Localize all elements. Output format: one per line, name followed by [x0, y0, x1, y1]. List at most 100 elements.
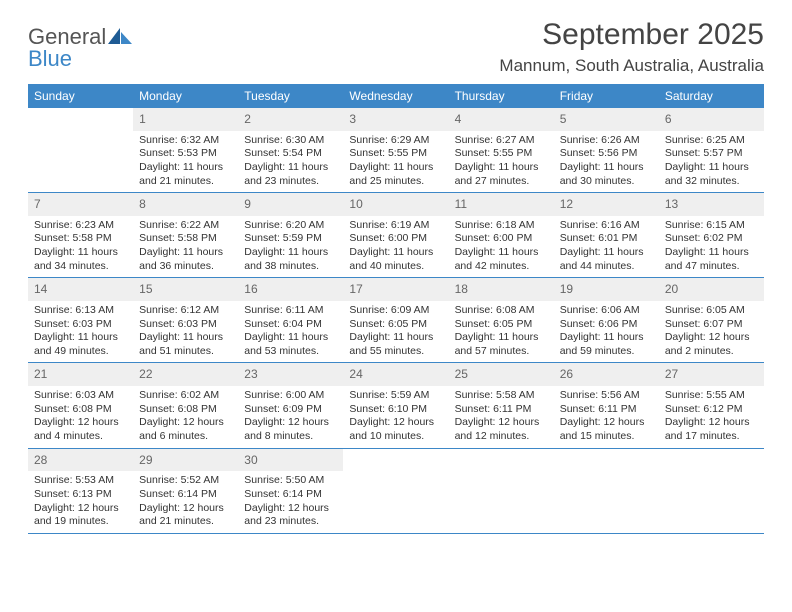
weekday-header-row: SundayMondayTuesdayWednesdayThursdayFrid…: [28, 84, 764, 108]
day-body: Sunrise: 6:16 AMSunset: 6:01 PMDaylight:…: [554, 219, 659, 274]
header: General Blue September 2025 Mannum, Sout…: [28, 18, 764, 76]
day-number: 3: [343, 108, 448, 131]
daylight-text: Daylight: 11 hours and 57 minutes.: [455, 331, 548, 358]
daylight-text: Daylight: 11 hours and 40 minutes.: [349, 246, 442, 273]
day-body: Sunrise: 6:02 AMSunset: 6:08 PMDaylight:…: [133, 389, 238, 444]
day-number: 13: [659, 193, 764, 216]
day-cell: 2Sunrise: 6:30 AMSunset: 5:54 PMDaylight…: [238, 108, 343, 192]
weekday-header: Wednesday: [343, 84, 448, 108]
day-cell: 22Sunrise: 6:02 AMSunset: 6:08 PMDayligh…: [133, 363, 238, 447]
day-number: 12: [554, 193, 659, 216]
day-cell: 25Sunrise: 5:58 AMSunset: 6:11 PMDayligh…: [449, 363, 554, 447]
daylight-text: Daylight: 11 hours and 25 minutes.: [349, 161, 442, 188]
location-subtitle: Mannum, South Australia, Australia: [499, 56, 764, 76]
day-body: Sunrise: 6:23 AMSunset: 5:58 PMDaylight:…: [28, 219, 133, 274]
daylight-text: Daylight: 12 hours and 17 minutes.: [665, 416, 758, 443]
sunrise-text: Sunrise: 5:59 AM: [349, 389, 442, 403]
day-body: Sunrise: 6:12 AMSunset: 6:03 PMDaylight:…: [133, 304, 238, 359]
logo-word-blue: Blue: [28, 46, 72, 71]
day-number: 5: [554, 108, 659, 131]
month-title: September 2025: [499, 18, 764, 52]
day-body: Sunrise: 5:55 AMSunset: 6:12 PMDaylight:…: [659, 389, 764, 444]
title-block: September 2025 Mannum, South Australia, …: [499, 18, 764, 76]
sunset-text: Sunset: 6:07 PM: [665, 318, 758, 332]
day-body: Sunrise: 6:13 AMSunset: 6:03 PMDaylight:…: [28, 304, 133, 359]
day-body: Sunrise: 6:32 AMSunset: 5:53 PMDaylight:…: [133, 134, 238, 189]
sunrise-text: Sunrise: 6:15 AM: [665, 219, 758, 233]
sunrise-text: Sunrise: 6:18 AM: [455, 219, 548, 233]
logo: General Blue: [28, 18, 132, 70]
day-body: Sunrise: 6:09 AMSunset: 6:05 PMDaylight:…: [343, 304, 448, 359]
sunrise-text: Sunrise: 6:11 AM: [244, 304, 337, 318]
sunset-text: Sunset: 6:11 PM: [560, 403, 653, 417]
day-number: 14: [28, 278, 133, 301]
daylight-text: Daylight: 11 hours and 36 minutes.: [139, 246, 232, 273]
day-cell: 9Sunrise: 6:20 AMSunset: 5:59 PMDaylight…: [238, 193, 343, 277]
day-cell: 24Sunrise: 5:59 AMSunset: 6:10 PMDayligh…: [343, 363, 448, 447]
logo-sail-icon: [108, 26, 132, 48]
day-body: Sunrise: 6:15 AMSunset: 6:02 PMDaylight:…: [659, 219, 764, 274]
sunrise-text: Sunrise: 6:27 AM: [455, 134, 548, 148]
calendar-page: General Blue September 2025 Mannum, Sout…: [0, 0, 792, 612]
daylight-text: Daylight: 11 hours and 55 minutes.: [349, 331, 442, 358]
day-number: 19: [554, 278, 659, 301]
sunset-text: Sunset: 6:05 PM: [455, 318, 548, 332]
weekday-header: Sunday: [28, 84, 133, 108]
day-cell: 20Sunrise: 6:05 AMSunset: 6:07 PMDayligh…: [659, 278, 764, 362]
daylight-text: Daylight: 11 hours and 30 minutes.: [560, 161, 653, 188]
day-number: 15: [133, 278, 238, 301]
day-body: Sunrise: 5:53 AMSunset: 6:13 PMDaylight:…: [28, 474, 133, 529]
day-body: Sunrise: 6:05 AMSunset: 6:07 PMDaylight:…: [659, 304, 764, 359]
day-cell: 30Sunrise: 5:50 AMSunset: 6:14 PMDayligh…: [238, 449, 343, 533]
day-cell: 14 Sunrise: 6:13 AMSunset: 6:03 PMDayligh…: [28, 278, 133, 362]
sunset-text: Sunset: 6:05 PM: [349, 318, 442, 332]
daylight-text: Daylight: 12 hours and 4 minutes.: [34, 416, 127, 443]
sunrise-text: Sunrise: 6:08 AM: [455, 304, 548, 318]
sunrise-text: Sunrise: 5:55 AM: [665, 389, 758, 403]
empty-day-cell: [343, 449, 448, 533]
daylight-text: Daylight: 11 hours and 27 minutes.: [455, 161, 548, 188]
day-cell: 10Sunrise: 6:19 AMSunset: 6:00 PMDayligh…: [343, 193, 448, 277]
sunrise-text: Sunrise: 6:20 AM: [244, 219, 337, 233]
day-number: 7: [28, 193, 133, 216]
daylight-text: Daylight: 11 hours and 38 minutes.: [244, 246, 337, 273]
daylight-text: Daylight: 11 hours and 32 minutes.: [665, 161, 758, 188]
sunset-text: Sunset: 6:08 PM: [139, 403, 232, 417]
sunset-text: Sunset: 6:12 PM: [665, 403, 758, 417]
day-body: Sunrise: 6:25 AMSunset: 5:57 PMDaylight:…: [659, 134, 764, 189]
sunset-text: Sunset: 6:09 PM: [244, 403, 337, 417]
day-number: 8: [133, 193, 238, 216]
sunset-text: Sunset: 6:01 PM: [560, 232, 653, 246]
daylight-text: Daylight: 12 hours and 12 minutes.: [455, 416, 548, 443]
day-number: 1: [133, 108, 238, 131]
day-number: 30: [238, 449, 343, 472]
day-number: 4: [449, 108, 554, 131]
sunrise-text: Sunrise: 6:09 AM: [349, 304, 442, 318]
day-cell: 5Sunrise: 6:26 AMSunset: 5:56 PMDaylight…: [554, 108, 659, 192]
day-cell: 19Sunrise: 6:06 AMSunset: 6:06 PMDayligh…: [554, 278, 659, 362]
sunrise-text: Sunrise: 6:03 AM: [34, 389, 127, 403]
day-body: Sunrise: 5:58 AMSunset: 6:11 PMDaylight:…: [449, 389, 554, 444]
sunrise-text: Sunrise: 6:06 AM: [560, 304, 653, 318]
day-number: 26: [554, 363, 659, 386]
day-cell: 29Sunrise: 5:52 AMSunset: 6:14 PMDayligh…: [133, 449, 238, 533]
sunrise-text: Sunrise: 6:26 AM: [560, 134, 653, 148]
sunrise-text: Sunrise: 5:50 AM: [244, 474, 337, 488]
daylight-text: Daylight: 11 hours and 49 minutes.: [34, 331, 127, 358]
day-body: Sunrise: 6:18 AMSunset: 6:00 PMDaylight:…: [449, 219, 554, 274]
daylight-text: Daylight: 12 hours and 15 minutes.: [560, 416, 653, 443]
daylight-text: Daylight: 12 hours and 19 minutes.: [34, 502, 127, 529]
daylight-text: Daylight: 12 hours and 8 minutes.: [244, 416, 337, 443]
sunset-text: Sunset: 5:53 PM: [139, 147, 232, 161]
day-cell: 11Sunrise: 6:18 AMSunset: 6:00 PMDayligh…: [449, 193, 554, 277]
day-cell: 16Sunrise: 6:11 AMSunset: 6:04 PMDayligh…: [238, 278, 343, 362]
sunrise-text: Sunrise: 5:53 AM: [34, 474, 127, 488]
sunrise-text: Sunrise: 6:16 AM: [560, 219, 653, 233]
daylight-text: Daylight: 11 hours and 53 minutes.: [244, 331, 337, 358]
day-cell: 27Sunrise: 5:55 AMSunset: 6:12 PMDayligh…: [659, 363, 764, 447]
daylight-text: Daylight: 11 hours and 51 minutes.: [139, 331, 232, 358]
day-number: 29: [133, 449, 238, 472]
day-number: 17: [343, 278, 448, 301]
day-cell: 13 Sunrise: 6:15 AMSunset: 6:02 PMDayligh…: [659, 193, 764, 277]
daylight-text: Daylight: 11 hours and 44 minutes.: [560, 246, 653, 273]
